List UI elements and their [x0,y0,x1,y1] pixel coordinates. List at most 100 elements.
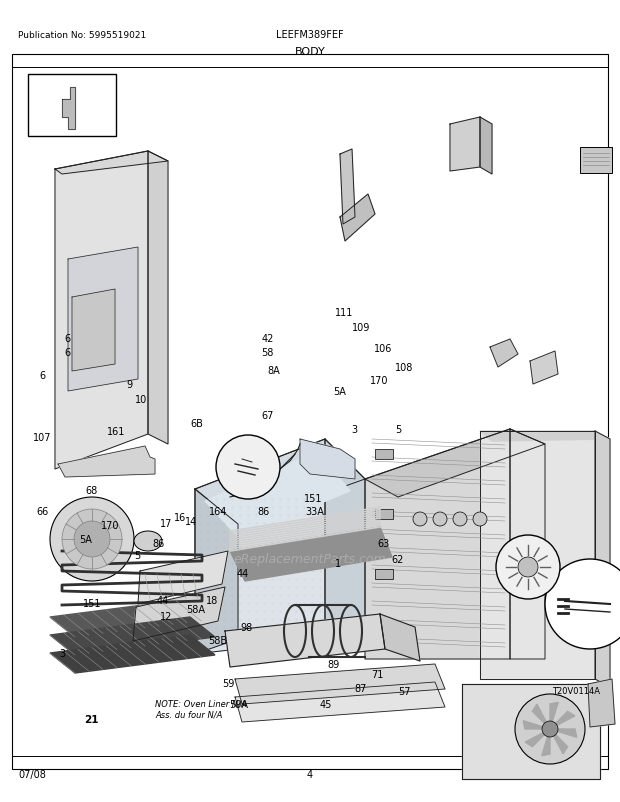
Text: 9: 9 [126,380,132,390]
Text: 59: 59 [222,678,234,688]
Text: 67: 67 [262,411,274,420]
Polygon shape [340,150,355,225]
Text: 109: 109 [352,322,370,332]
Polygon shape [205,452,350,537]
Text: 44: 44 [156,595,169,605]
Text: 98: 98 [241,622,253,632]
Text: 12: 12 [160,611,172,621]
Text: 89: 89 [327,659,340,669]
Text: NOTE: Oven Liner N/A
Ass. du four N/A: NOTE: Oven Liner N/A Ass. du four N/A [155,699,247,719]
Text: 58A: 58A [186,605,205,614]
Circle shape [413,512,427,526]
Text: 66: 66 [36,507,48,516]
Polygon shape [523,721,550,729]
Circle shape [453,512,467,526]
Text: 106: 106 [374,344,392,354]
Polygon shape [72,290,115,371]
Text: 5: 5 [395,424,401,434]
Polygon shape [50,618,215,655]
Text: 10: 10 [135,395,148,404]
Text: 170: 170 [370,376,389,386]
Polygon shape [340,195,375,241]
Text: 5A: 5A [334,387,346,396]
Bar [12,55,608,769]
Polygon shape [525,729,550,747]
Polygon shape [542,729,550,755]
Text: 3: 3 [59,649,65,658]
Circle shape [62,509,122,569]
Polygon shape [588,679,615,727]
Text: 6: 6 [39,371,45,380]
Text: 6: 6 [64,348,70,358]
Polygon shape [195,439,365,525]
Polygon shape [300,439,355,480]
Circle shape [542,721,558,737]
Text: 87: 87 [355,683,367,693]
Ellipse shape [134,532,162,551]
Text: 6B: 6B [191,419,203,428]
Bar [375,509,393,520]
Circle shape [515,695,585,764]
Text: 5: 5 [135,551,141,561]
Text: 59A: 59A [229,699,248,709]
Polygon shape [510,429,545,659]
Text: 16: 16 [174,512,186,522]
Polygon shape [235,683,445,722]
Text: 14: 14 [185,516,197,526]
Polygon shape [595,431,610,687]
Polygon shape [480,431,595,679]
Polygon shape [480,118,492,175]
Polygon shape [550,729,577,737]
Polygon shape [533,704,550,729]
Text: 33A: 33A [306,507,324,516]
Polygon shape [380,614,420,661]
Circle shape [545,559,620,649]
Text: Publication No: 5995519021: Publication No: 5995519021 [18,30,146,39]
Text: 4: 4 [307,769,313,779]
Text: 21: 21 [84,715,99,724]
Text: 86: 86 [257,507,270,516]
Polygon shape [50,635,215,673]
Text: 164: 164 [209,507,228,516]
Bar [375,449,393,460]
Text: 44: 44 [237,569,249,578]
Text: 07/08: 07/08 [18,769,46,779]
Polygon shape [58,447,155,477]
Polygon shape [450,118,480,172]
Bar [375,569,393,579]
Circle shape [473,512,487,526]
Text: 170: 170 [101,520,120,530]
Polygon shape [148,152,168,444]
Circle shape [74,521,110,557]
Text: 111: 111 [335,308,353,318]
Polygon shape [195,489,238,654]
Polygon shape [68,248,138,391]
Polygon shape [138,551,228,604]
Text: 3: 3 [352,424,358,434]
Polygon shape [235,664,445,704]
Polygon shape [365,429,510,659]
Text: T20V0114A: T20V0114A [552,687,600,695]
Bar [28,75,116,137]
Circle shape [433,512,447,526]
Text: 42: 42 [262,334,274,343]
Text: 57: 57 [398,687,410,696]
Polygon shape [480,431,610,441]
Text: 5A: 5A [79,534,92,544]
Polygon shape [62,88,75,130]
Text: 1: 1 [335,558,341,568]
Polygon shape [55,152,168,175]
Text: BODY: BODY [294,47,326,57]
Text: 71: 71 [371,669,383,678]
Polygon shape [550,729,568,754]
Polygon shape [462,684,600,779]
Polygon shape [530,351,558,384]
Bar [580,148,612,174]
Polygon shape [225,614,385,667]
Text: 151: 151 [82,598,101,608]
Text: 6: 6 [64,334,70,343]
Circle shape [496,535,560,599]
Text: 86: 86 [152,539,164,549]
Text: 45: 45 [319,699,332,709]
Text: 68: 68 [86,486,98,496]
